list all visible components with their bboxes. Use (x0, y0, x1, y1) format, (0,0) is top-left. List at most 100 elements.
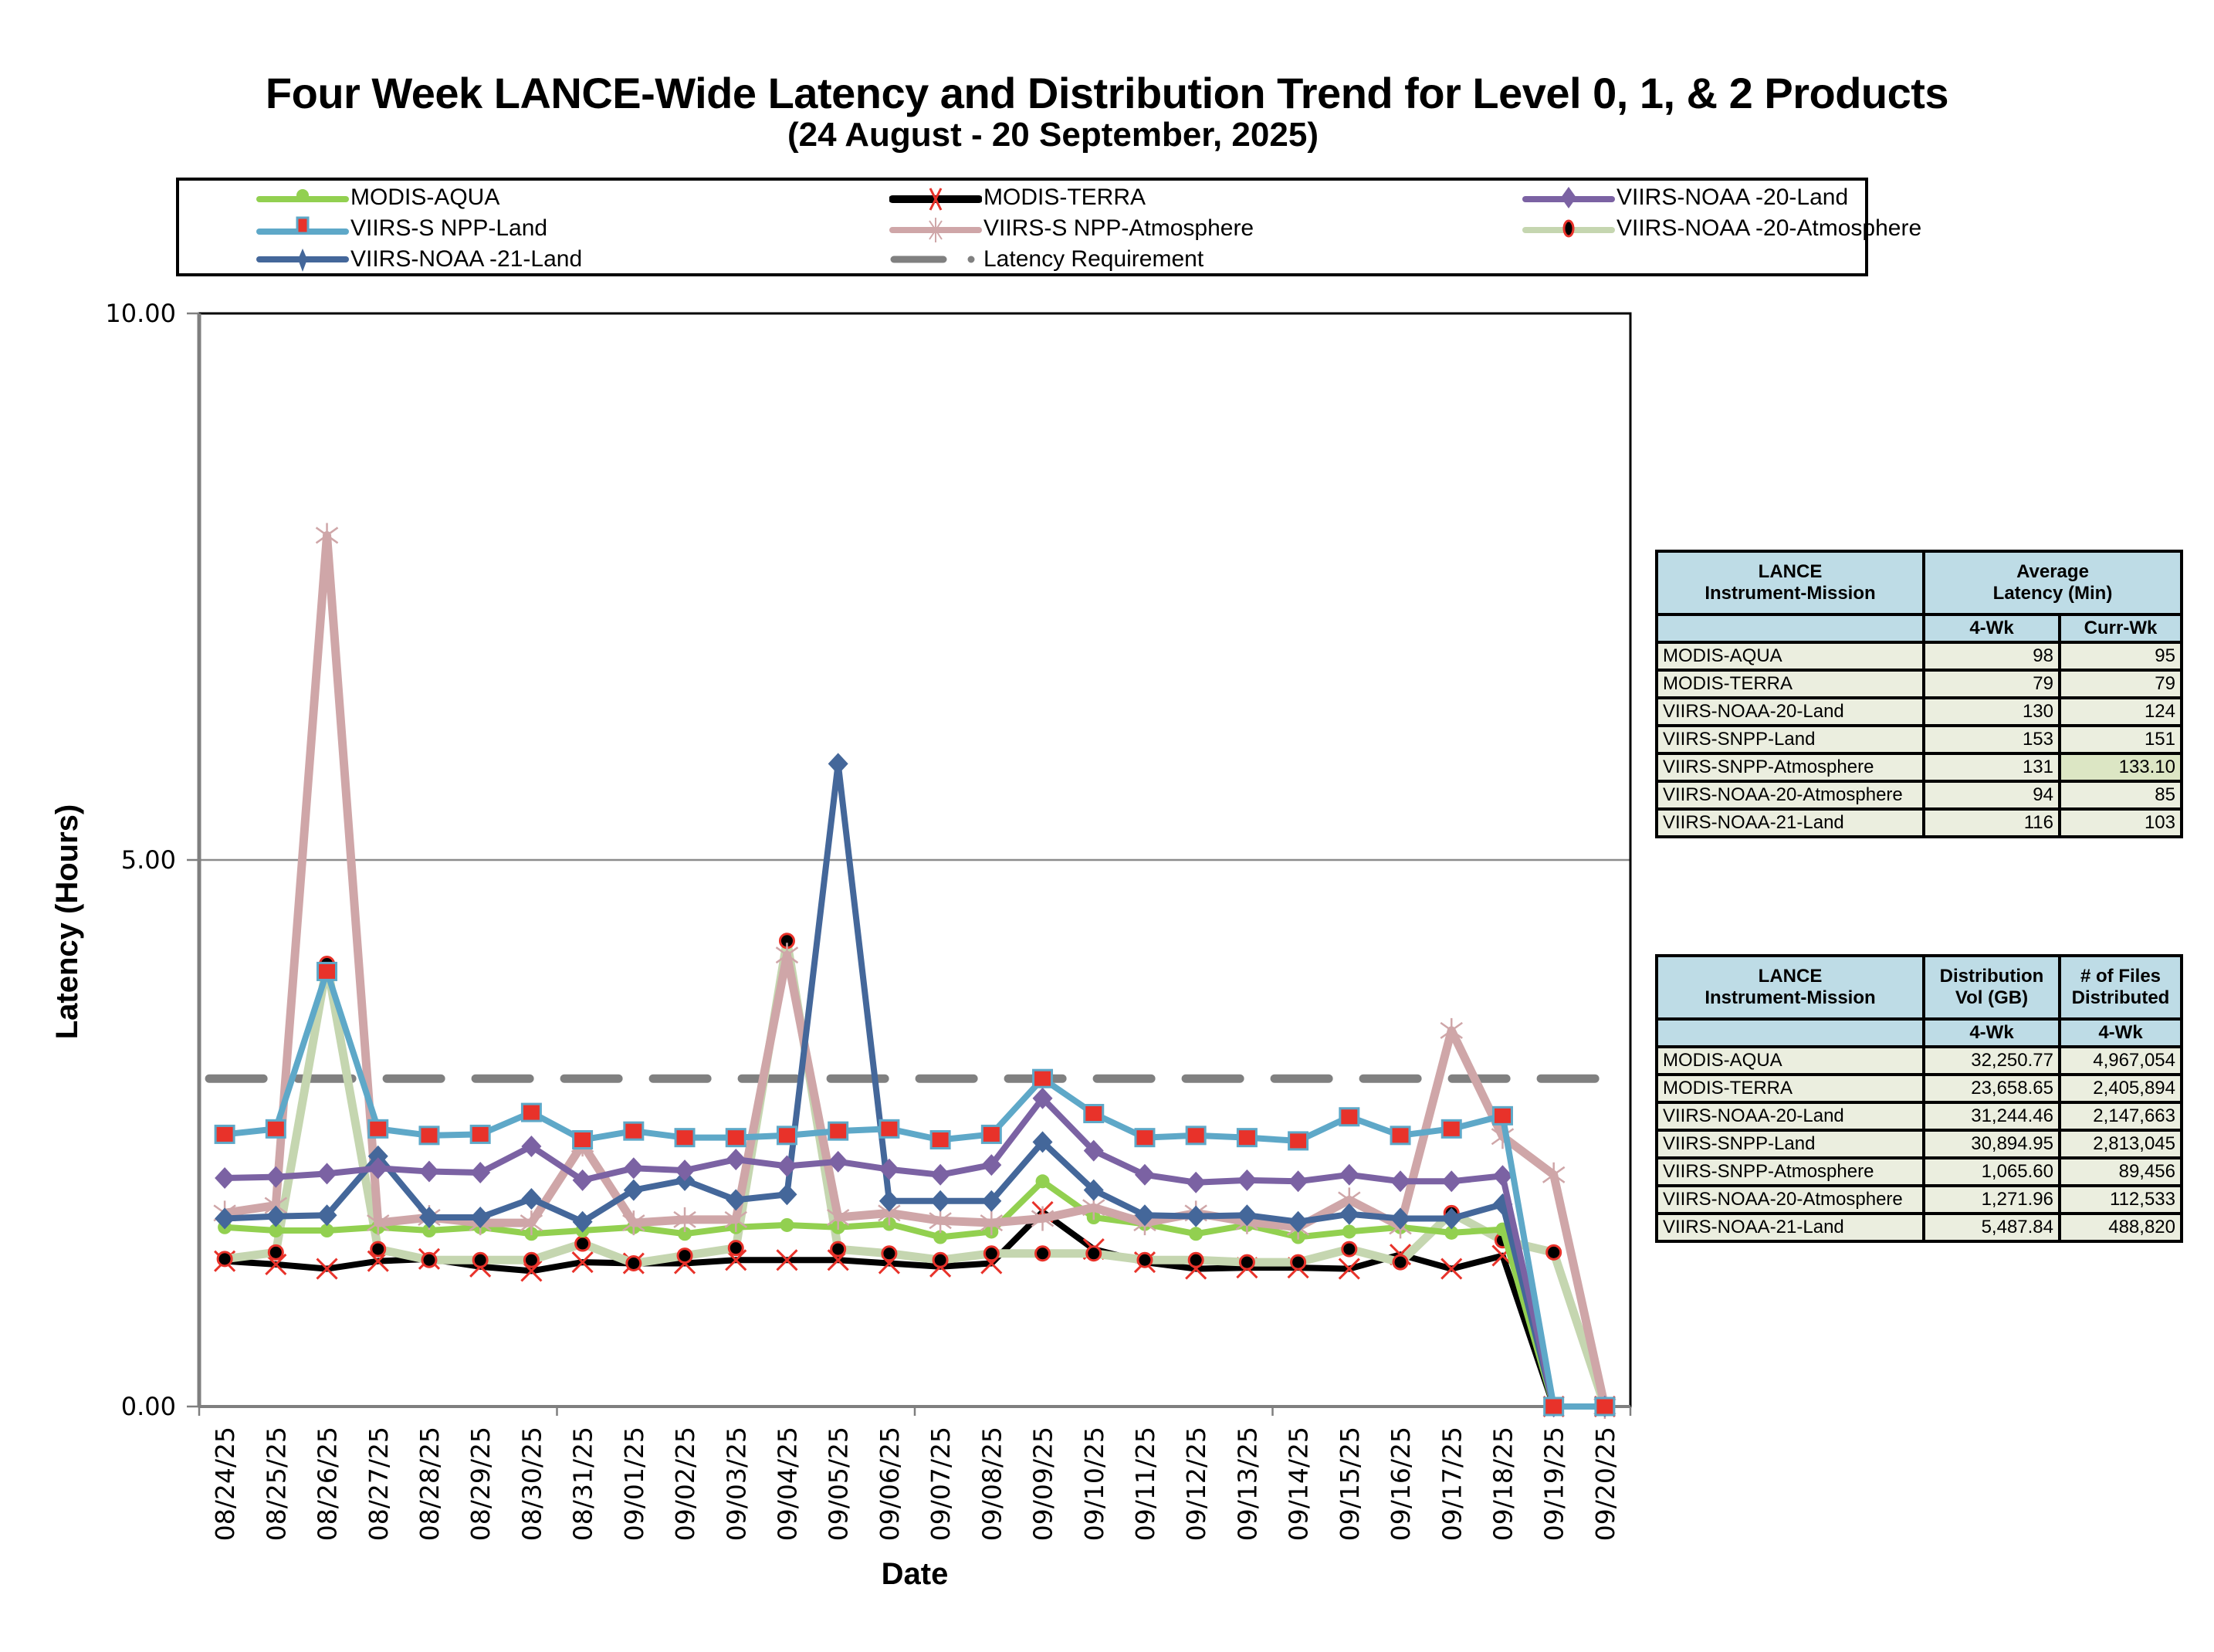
y-tick-label: 10.00 (105, 299, 176, 328)
data-point (622, 1210, 645, 1236)
x-tick-label: 08/25/25 (261, 1427, 291, 1541)
data-point (317, 1204, 337, 1227)
data-point (1288, 1210, 1308, 1233)
legend-item-modis-aqua: MODIS-AQUA (256, 182, 499, 213)
x-tick-label: 09/03/25 (721, 1427, 751, 1541)
table-row: MODIS-TERRA 23,658.65 2,405,894 (1655, 1073, 2183, 1104)
legend-swatch-dash-icon (890, 256, 975, 263)
curr-wk-cell: 85 (2058, 780, 2183, 811)
volume-cell: 30,894.95 (1922, 1129, 2061, 1159)
data-point (1290, 1254, 1307, 1271)
data-point (317, 1163, 337, 1185)
data-point (1032, 1131, 1053, 1153)
data-point (521, 1135, 542, 1157)
data-point (421, 1224, 436, 1238)
data-point (367, 1157, 388, 1180)
data-point (932, 1251, 949, 1268)
table-row: MODIS-TERRA 79 79 (1655, 669, 2183, 699)
data-point (878, 1190, 899, 1212)
data-point (727, 1240, 744, 1257)
data-point (1035, 1174, 1050, 1189)
data-point (216, 1251, 233, 1268)
data-point (625, 1255, 642, 1272)
chart-subtitle: (24 August - 20 September, 2025) (787, 116, 1319, 154)
header-blank (1655, 1017, 1925, 1048)
mission-cell: VIIRS-SNPP-Land (1655, 724, 1925, 755)
data-point (418, 1207, 439, 1229)
legend-label: Latency Requirement (983, 246, 1204, 272)
header-distribution-vol: Distribution Vol (GB) (1922, 954, 2061, 1021)
curr-wk-cell: 133.10 (2058, 752, 2183, 783)
data-point (623, 1157, 644, 1180)
files-cell: 2,405,894 (2058, 1073, 2183, 1104)
x-tick-label: 08/28/25 (415, 1427, 445, 1541)
data-point (1134, 1163, 1155, 1186)
data-point (269, 1224, 283, 1238)
data-point (1491, 1105, 1513, 1126)
legend-item-viirs-noaa-20-atmosphere: VIIRS-NOAA -20-Atmosphere (1522, 213, 1921, 244)
series-line (224, 530, 1610, 1408)
data-point (267, 1244, 284, 1261)
four-wk-cell: 94 (1922, 780, 2061, 811)
data-point (1444, 1225, 1459, 1240)
four-wk-cell: 130 (1922, 696, 2061, 727)
mission-cell: MODIS-AQUA (1655, 1045, 1925, 1076)
data-point (470, 1161, 491, 1183)
data-point (1085, 1245, 1102, 1262)
mission-cell: VIIRS-NOAA-21-Land (1655, 1212, 1925, 1243)
data-point (1136, 1251, 1153, 1268)
volume-cell: 1,065.60 (1922, 1156, 2061, 1187)
data-point (1238, 1254, 1255, 1271)
data-point (265, 1119, 286, 1139)
data-point (266, 1205, 286, 1227)
data-point (1083, 1139, 1104, 1162)
data-point (470, 1207, 491, 1229)
data-point (828, 1121, 849, 1141)
data-point (1545, 1244, 1562, 1261)
data-point (472, 1251, 489, 1268)
data-point (1288, 1131, 1309, 1151)
mission-cell: VIIRS-SNPP-Atmosphere (1655, 1156, 1925, 1187)
series-line (224, 936, 1610, 1408)
data-point (929, 1129, 951, 1149)
legend-label: MODIS-TERRA (983, 184, 1146, 210)
table-row: MODIS-AQUA 98 95 (1655, 641, 2183, 672)
x-tick-label: 09/17/25 (1437, 1427, 1467, 1541)
data-point (1342, 1224, 1356, 1239)
x-tick-label: 08/27/25 (364, 1427, 394, 1541)
mission-cell: MODIS-TERRA (1655, 669, 1925, 699)
data-point (775, 943, 799, 968)
data-point (320, 1224, 334, 1238)
legend-swatch-circle-icon (256, 189, 349, 202)
data-point (1032, 1087, 1053, 1109)
x-tick-label: 08/30/25 (516, 1427, 547, 1541)
data-point (828, 753, 848, 775)
x-tick-label: 09/20/25 (1590, 1427, 1620, 1541)
series-line (224, 1208, 1605, 1410)
header-average-latency: Average Latency (Min) (1922, 550, 2183, 616)
mission-cell: MODIS-TERRA (1655, 1073, 1925, 1104)
data-point (367, 1119, 389, 1139)
x-tick-label: 09/14/25 (1284, 1427, 1314, 1541)
y-tick-label: 0.00 (121, 1392, 176, 1421)
header-4wk: 4-Wk (1922, 613, 2061, 644)
data-point (724, 1207, 747, 1232)
x-tick-label: 09/08/25 (977, 1427, 1007, 1541)
data-point (1189, 1227, 1203, 1241)
data-point (1440, 1119, 1462, 1139)
data-point (726, 1189, 746, 1211)
chart-title: Four Week LANCE-Wide Latency and Distrib… (265, 69, 1949, 117)
data-point (674, 1128, 696, 1148)
series-line (224, 1178, 1605, 1410)
four-wk-cell: 153 (1922, 724, 2061, 755)
data-point (523, 1251, 540, 1268)
files-cell: 2,813,045 (2058, 1129, 2183, 1159)
data-point (980, 1210, 1004, 1236)
legend-item-viirs-snpp-atmosphere: VIIRS-S NPP-Atmosphere (889, 213, 1254, 244)
x-tick-label: 09/18/25 (1488, 1427, 1518, 1541)
legend-swatch-x-icon (889, 188, 982, 211)
data-point (930, 1190, 951, 1212)
mission-cell: VIIRS-NOAA-21-Land (1655, 807, 1925, 838)
volume-cell: 23,658.65 (1922, 1073, 2061, 1104)
